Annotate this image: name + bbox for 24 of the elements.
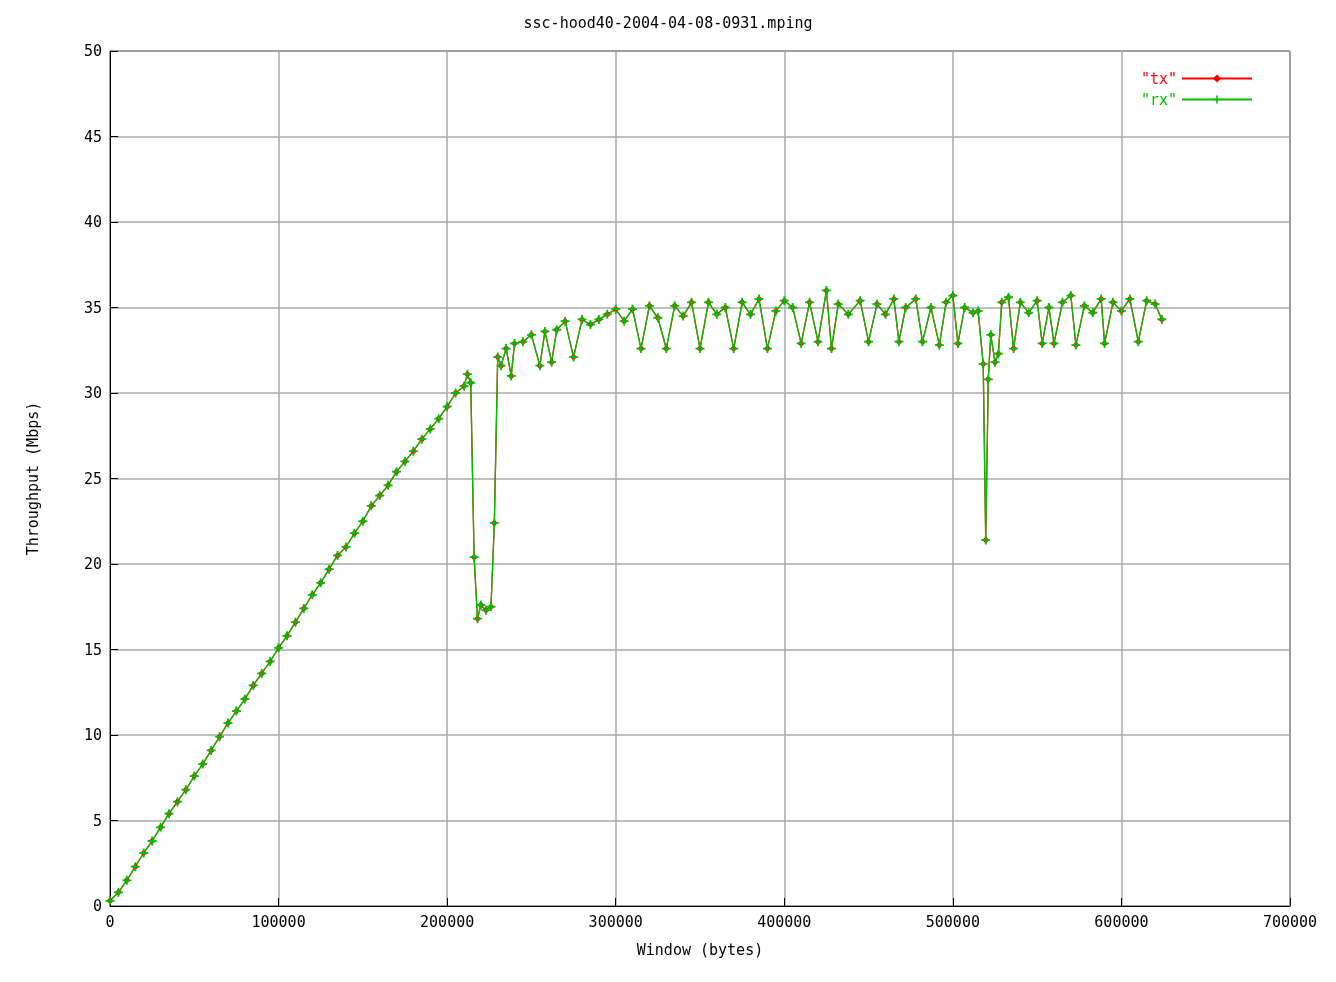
chart-title: ssc-hood40-2004-04-08-0931.mping — [523, 13, 813, 32]
legend-label: "rx" — [1140, 90, 1177, 109]
y-tick-label: 35 — [83, 298, 102, 317]
y-tick-label: 10 — [83, 726, 102, 744]
y-tick-label: 50 — [83, 42, 102, 60]
x-tick-label: 0 — [105, 912, 115, 931]
x-tick-label: 300000 — [588, 912, 643, 931]
x-tick-label: 700000 — [1262, 912, 1318, 931]
y-tick-label: 45 — [83, 127, 102, 146]
legend-label: "tx" — [1140, 69, 1177, 88]
x-tick-label: 500000 — [925, 912, 980, 931]
x-tick-label: 200000 — [420, 912, 475, 931]
y-tick-label: 20 — [83, 555, 102, 573]
x-tick-label: 100000 — [251, 912, 306, 931]
y-tick-label: 0 — [92, 897, 102, 915]
y-tick-label: 25 — [83, 469, 102, 488]
x-tick-label: 400000 — [757, 912, 812, 931]
y-tick-label: 15 — [83, 640, 102, 659]
y-tick-label: 40 — [83, 213, 102, 231]
x-axis-title: Window (bytes) — [636, 940, 764, 959]
x-tick-label: 600000 — [1094, 912, 1149, 931]
y-tick-label: 5 — [92, 811, 102, 830]
y-tick-label: 30 — [83, 384, 102, 402]
y-axis-title: Throughput (Mbps) — [23, 401, 42, 556]
